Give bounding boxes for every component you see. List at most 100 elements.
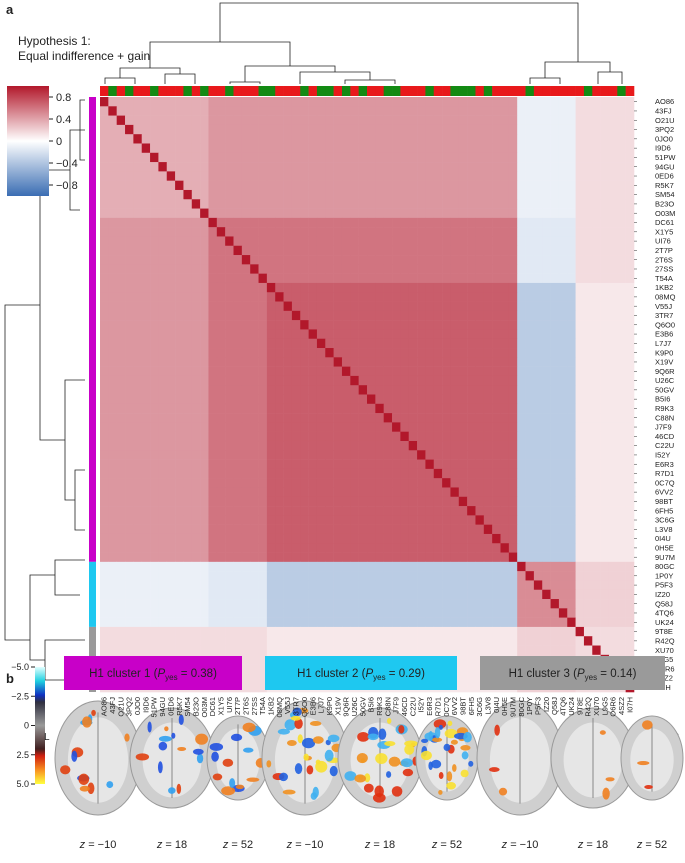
- heatmap-cell: [525, 264, 535, 274]
- heatmap-cell: [216, 431, 226, 442]
- cluster-label-part: yes: [165, 673, 177, 682]
- heatmap-cell: [216, 338, 226, 349]
- heatmap-cell: [208, 533, 218, 544]
- heatmap-cell: [367, 152, 376, 163]
- heatmap-cell: [567, 301, 576, 312]
- heatmap-cell: [133, 320, 143, 330]
- heatmap-cell: [517, 450, 526, 460]
- strip-cell: [216, 86, 226, 96]
- heatmap-cell: [442, 533, 451, 544]
- heatmap-cell: [375, 106, 384, 116]
- heatmap-cell: [400, 589, 410, 600]
- heatmap-cell: [250, 366, 259, 377]
- heatmap-cell: [533, 599, 543, 609]
- heatmap-cell: [483, 180, 493, 191]
- heatmap-cell: [550, 589, 560, 600]
- heatmap-cell: [533, 338, 543, 349]
- heatmap-cell: [350, 264, 359, 274]
- heatmap-cell: [600, 180, 610, 191]
- heatmap-cell: [100, 106, 109, 116]
- heatmap-cell: [308, 199, 318, 209]
- column-label: Q58J: [550, 697, 559, 715]
- heatmap-cell: [375, 422, 384, 432]
- heatmap-cell: [108, 97, 117, 107]
- heatmap-cell: [216, 561, 226, 572]
- heatmap-cell: [567, 171, 576, 181]
- heatmap-cell: [100, 310, 109, 321]
- heatmap-cell: [450, 506, 460, 516]
- heatmap-cell: [542, 171, 551, 181]
- heatmap-cell: [258, 636, 268, 646]
- heatmap-cell: [408, 571, 418, 581]
- strip-cell: [525, 86, 535, 96]
- heatmap-cell: [383, 571, 393, 581]
- activation: [82, 716, 92, 728]
- heatmap-cell: [575, 561, 585, 572]
- heatmap-cell: [600, 106, 610, 116]
- strip-cell: [442, 86, 451, 96]
- heatmap-cell: [125, 561, 134, 572]
- heatmap-cell: [458, 115, 468, 126]
- heatmap-cell: [183, 617, 193, 628]
- heatmap-cell: [517, 217, 526, 228]
- column-label: XU70: [592, 697, 601, 716]
- heatmap-cell: [467, 487, 476, 498]
- heatmap-cell: [100, 552, 109, 563]
- heatmap-cell: [133, 561, 143, 572]
- heatmap-cell: [425, 506, 435, 516]
- activation: [222, 758, 234, 767]
- heatmap-cell: [266, 580, 276, 591]
- column-label: 51PW: [150, 696, 159, 717]
- column-label: U26C: [350, 696, 359, 716]
- heatmap-cell: [341, 106, 351, 116]
- heatmap-cell: [608, 245, 618, 256]
- heatmap-cell: [508, 171, 518, 181]
- heatmap-cell: [367, 208, 376, 219]
- heatmap-cell: [408, 524, 418, 535]
- heatmap-cell: [492, 273, 501, 284]
- heatmap-cell: [250, 282, 259, 293]
- heatmap-cell: [133, 524, 143, 535]
- heatmap-cell: [575, 245, 585, 256]
- heatmap-cell: [558, 571, 568, 581]
- heatmap-cell: [542, 320, 551, 330]
- heatmap-cell: [383, 394, 393, 405]
- heatmap-cell: [617, 459, 626, 470]
- heatmap-cell: [417, 580, 426, 591]
- heatmap-cell: [150, 608, 159, 618]
- heatmap-cell: [300, 422, 309, 432]
- heatmap-cell: [625, 524, 635, 535]
- heatmap-cell: [475, 320, 485, 330]
- heatmap-cell: [400, 162, 410, 172]
- heatmap-cell: [116, 320, 126, 330]
- heatmap-cell: [442, 301, 451, 312]
- heatmap-cell: [350, 301, 359, 312]
- heatmap-cell: [567, 431, 576, 442]
- heatmap-cell: [558, 134, 568, 144]
- heatmap-cell: [442, 394, 451, 405]
- heatmap-cell: [458, 282, 468, 293]
- heatmap-cell: [417, 608, 426, 618]
- heatmap-cell: [250, 143, 259, 154]
- heatmap-cell: [517, 459, 526, 470]
- heatmap-cell: [216, 106, 226, 116]
- heatmap-cell: [500, 440, 510, 451]
- heatmap-cell: [567, 264, 576, 274]
- heatmap-cell: [608, 626, 618, 637]
- heatmap-cell: [392, 320, 401, 330]
- heatmap-cell: [400, 282, 410, 293]
- heatmap-cell: [442, 422, 451, 432]
- heatmap-cell: [500, 338, 510, 349]
- heatmap-cell: [341, 236, 351, 247]
- heatmap-cell: [108, 440, 117, 451]
- heatmap-cell: [225, 180, 234, 191]
- heatmap-cell: [308, 580, 318, 591]
- heatmap-cell: [325, 515, 334, 525]
- heatmap-cell: [116, 468, 126, 479]
- heatmap-cell: [458, 645, 468, 656]
- heatmap-cell: [283, 468, 293, 479]
- heatmap-cell: [233, 338, 243, 349]
- column-label: UK24: [567, 697, 576, 716]
- heatmap-cell: [291, 273, 301, 284]
- heatmap-cell: [141, 589, 151, 600]
